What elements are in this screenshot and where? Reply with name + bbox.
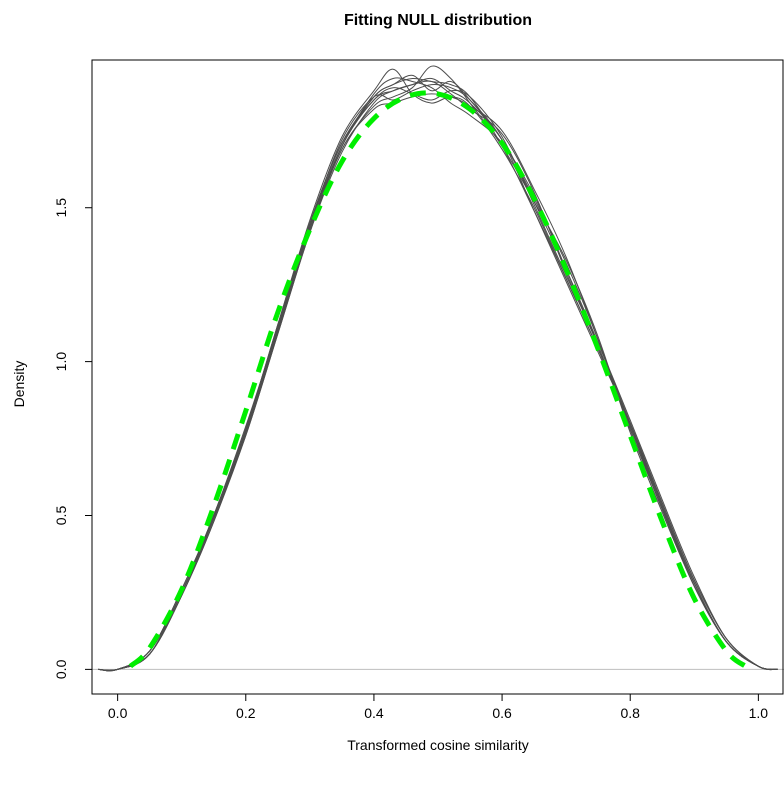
y-axis-label: Density	[11, 361, 27, 408]
x-tick-label: 0.2	[236, 705, 256, 721]
x-tick-label: 1.0	[749, 705, 769, 721]
x-tick-label: 0.0	[108, 705, 128, 721]
y-tick-label: 0.0	[53, 659, 69, 679]
x-tick-label: 0.8	[620, 705, 640, 721]
x-tick-label: 0.4	[364, 705, 384, 721]
null-fit-curve	[128, 90, 748, 669]
y-tick-label: 0.5	[53, 506, 69, 526]
x-tick-label: 0.6	[492, 705, 512, 721]
chart-title: Fitting NULL distribution	[344, 12, 532, 29]
kde-curves	[98, 65, 778, 672]
kde-curve-10	[98, 77, 778, 671]
y-tick-label: 1.0	[53, 352, 69, 372]
y-tick-label: 1.5	[53, 198, 69, 218]
kde-curve-8	[98, 93, 778, 671]
x-axis-label: Transformed cosine similarity	[347, 737, 529, 753]
plot-frame	[91, 59, 784, 695]
